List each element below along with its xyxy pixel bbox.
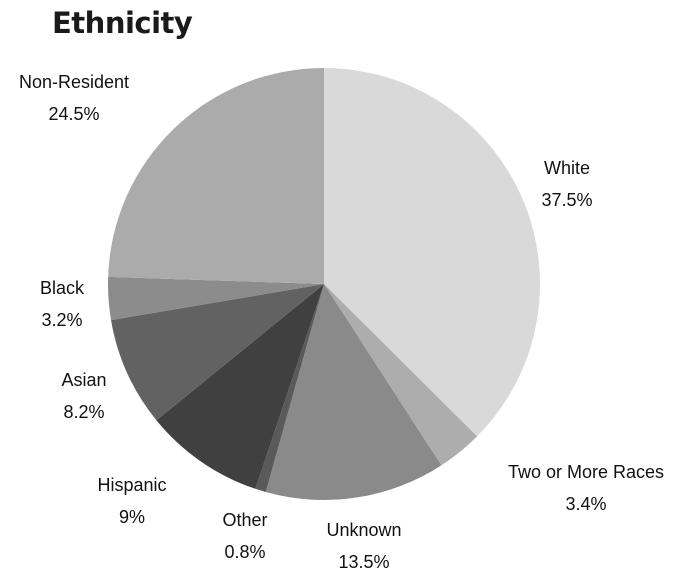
pie-slice-asian — [111, 284, 324, 421]
slice-label: Non-Resident — [19, 72, 129, 92]
pie-slice-unknown — [265, 284, 442, 501]
slice-value-label: 9% — [119, 507, 145, 527]
pie-slice-black — [108, 276, 324, 321]
slice-label: Unknown — [326, 520, 401, 540]
pie-slice-two-or-more-races — [324, 284, 478, 466]
slice-value-label: 3.2% — [41, 310, 82, 330]
slice-label: Black — [40, 278, 85, 298]
slice-value-label: 24.5% — [48, 104, 99, 124]
chart-title: Ethnicity — [52, 6, 193, 40]
pie-slices — [108, 68, 541, 501]
slice-labels: White 37.5% Two or More Races 3.4% Unknown 13… — [19, 72, 664, 569]
slice-label: Hispanic — [97, 475, 166, 495]
slice-label: Asian — [61, 370, 106, 390]
slice-value-label: 13.5% — [338, 552, 389, 569]
slice-value-label: 8.2% — [63, 402, 104, 422]
slice-value-label: 3.4% — [565, 494, 606, 514]
slice-value-label: 0.8% — [224, 542, 265, 562]
pie-slice-white — [324, 68, 541, 437]
slice-value-label: 37.5% — [541, 190, 592, 210]
slice-label: Two or More Races — [508, 462, 664, 482]
slice-label: Other — [222, 510, 267, 530]
pie-slice-non-resident — [108, 68, 325, 284]
pie-slice-other — [255, 284, 324, 492]
pie-slice-hispanic — [156, 284, 324, 489]
slice-label: White — [544, 158, 590, 178]
